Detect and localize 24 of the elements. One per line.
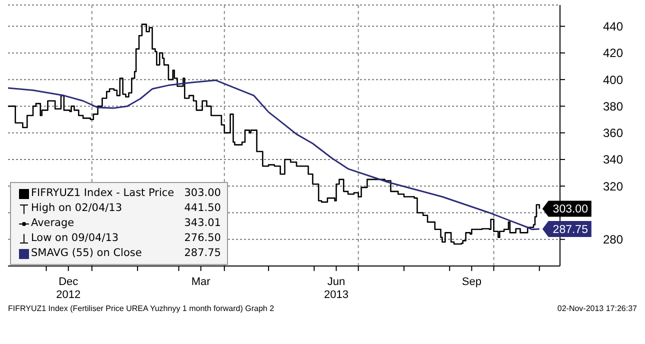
y-tick-label: 360 — [603, 126, 624, 140]
text: 02-Nov-2013 17:26:37 — [557, 304, 637, 313]
y-tick-label: 280 — [603, 232, 624, 247]
text: Low on 09/04/13 276.50 — [31, 232, 221, 244]
text: 287.75 — [184, 247, 221, 259]
text: Average 343.01 — [31, 217, 221, 229]
y-tick-label: 340 — [603, 152, 624, 167]
x-tick-label: Dec 2012 — [56, 276, 81, 301]
y-tick-label: 440 — [603, 20, 624, 34]
x-tick-label: Jun 2013 — [324, 276, 348, 301]
y-tick-label: 420 — [603, 46, 624, 60]
y-tick-label: 400 — [603, 72, 624, 87]
y-tick-label: 320 — [603, 179, 624, 194]
y-tick-label: 380 — [603, 99, 624, 114]
line-series — [8, 79, 540, 230]
text: FIFRYUZ1 Index (Fertiliser Price UREA Yuzhnyy 1 month forward) Graph 2 — [8, 304, 274, 313]
legend-label: FIFRYUZ1 Index - Last Price — [31, 186, 174, 201]
x-tick-label: Sep — [462, 276, 482, 288]
data-label: 287.75 — [552, 224, 588, 236]
data-label: 303.00 — [552, 204, 588, 216]
text: High on 02/04/13 441.50 — [31, 202, 221, 214]
x-tick-label: Mar — [191, 276, 211, 288]
text: 303.00 — [184, 187, 221, 199]
legend-label: SMAVG (55) on Close — [31, 246, 143, 261]
